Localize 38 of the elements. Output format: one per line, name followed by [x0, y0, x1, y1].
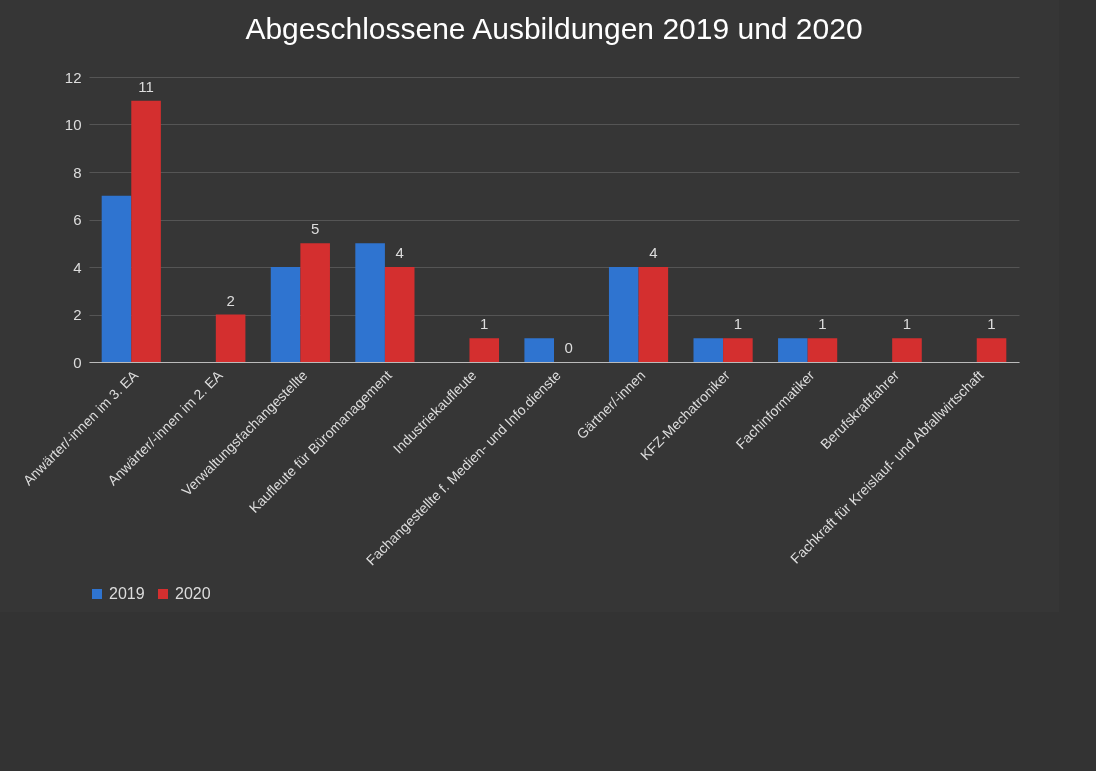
- y-tick-label: 0: [73, 353, 82, 371]
- data-label: 1: [733, 315, 743, 333]
- data-label: 1: [480, 315, 489, 333]
- data-label: 5: [310, 220, 320, 238]
- y-tick-label: 12: [64, 68, 82, 86]
- bar: [892, 338, 922, 362]
- data-label: 0: [564, 339, 573, 356]
- data-label: 11: [138, 77, 154, 95]
- bar: [976, 338, 1007, 362]
- bar: [300, 243, 330, 362]
- bar: [469, 338, 500, 362]
- bar: [131, 100, 161, 362]
- data-label: 4: [395, 244, 404, 261]
- data-label: 1: [987, 315, 996, 333]
- bar: [807, 338, 838, 362]
- bar: [693, 338, 724, 362]
- bar: [608, 267, 639, 362]
- bar: [101, 195, 132, 362]
- bar: [778, 338, 808, 362]
- data-label: 1: [902, 315, 912, 333]
- chart-title: Abgeschlossene Ausbildungen 2019 und 2020: [245, 12, 863, 45]
- bar: [215, 314, 246, 362]
- bar: [355, 243, 385, 362]
- y-tick-label: 4: [73, 258, 82, 276]
- bar: [524, 338, 554, 362]
- legend-label: 2019: [109, 585, 145, 602]
- y-tick-label: 8: [73, 163, 82, 181]
- bar: [270, 267, 301, 362]
- y-tick-label: 6: [73, 211, 82, 228]
- data-label: 2: [226, 291, 235, 309]
- y-tick-label: 10: [64, 116, 82, 133]
- legend-label: 2020: [175, 585, 211, 602]
- bar: [384, 267, 415, 362]
- bar: [638, 267, 669, 362]
- data-label: 1: [818, 315, 827, 333]
- y-tick-label: 2: [73, 306, 82, 323]
- data-label: 4: [649, 244, 658, 261]
- bar: [723, 338, 753, 362]
